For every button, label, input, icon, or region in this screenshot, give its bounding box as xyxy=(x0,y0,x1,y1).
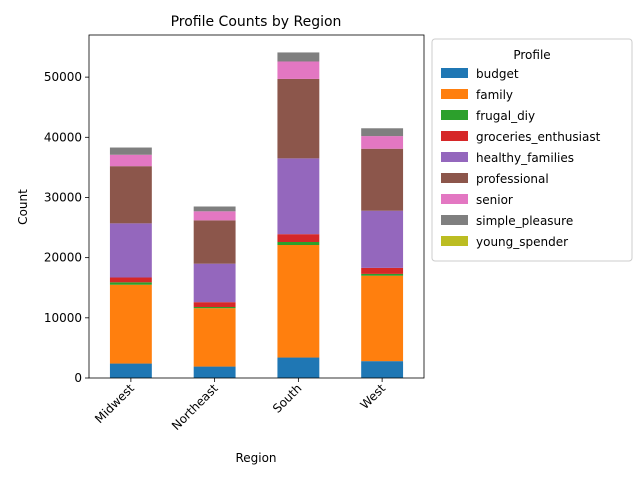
bar-segment-family-northeast xyxy=(193,308,236,367)
bar-segment-groceries_enthusiast-south xyxy=(277,234,320,242)
bar-segment-professional-south xyxy=(277,78,320,159)
y-tick-label: 20000 xyxy=(44,251,82,265)
y-tick-label: 40000 xyxy=(44,130,82,144)
bar-segment-groceries_enthusiast-northeast xyxy=(193,302,236,307)
bar-segment-simple_pleasure-midwest xyxy=(109,147,152,155)
legend-label-family: family xyxy=(476,88,513,102)
bar-segment-senior-south xyxy=(277,61,320,79)
legend-frame xyxy=(431,38,633,262)
bar-segment-budget-northeast xyxy=(193,366,236,378)
bar-segment-frugal_diy-midwest xyxy=(109,282,152,285)
legend-swatch-simple_pleasure xyxy=(441,215,468,225)
bar-segment-groceries_enthusiast-midwest xyxy=(109,277,152,283)
bar-segment-budget-midwest xyxy=(109,363,152,378)
legend-swatch-budget xyxy=(441,68,468,78)
bar-segment-family-midwest xyxy=(109,284,152,364)
legend-swatch-groceries_enthusiast xyxy=(441,131,468,141)
bar-segment-simple_pleasure-south xyxy=(277,52,320,62)
legend-title: Profile xyxy=(513,48,550,62)
bar-segment-frugal_diy-south xyxy=(277,242,320,246)
legend-swatch-healthy_families xyxy=(441,152,468,162)
legend-label-senior: senior xyxy=(476,193,513,207)
y-axis-label: Count xyxy=(16,189,30,225)
plot-frame xyxy=(88,34,425,379)
bar-segment-professional-northeast xyxy=(193,220,236,264)
y-tick-label: 30000 xyxy=(44,190,82,204)
legend-swatch-young_spender xyxy=(441,236,468,246)
bar-segment-professional-west xyxy=(361,148,404,211)
bar-segment-senior-midwest xyxy=(109,154,152,167)
x-tick-label-northeast: Northeast xyxy=(169,381,221,433)
bar-segment-senior-west xyxy=(361,136,404,149)
legend-label-budget: budget xyxy=(476,67,519,81)
x-tick-label-west: West xyxy=(357,381,388,412)
legend-swatch-professional xyxy=(441,173,468,183)
x-tick-label-south: South xyxy=(270,381,305,416)
bar-segment-family-south xyxy=(277,245,320,358)
legend-label-frugal_diy: frugal_diy xyxy=(476,109,535,123)
bar-segment-budget-west xyxy=(361,361,404,378)
legend-swatch-family xyxy=(441,89,468,99)
bar-segment-healthy_families-south xyxy=(277,158,320,235)
bar-segment-professional-midwest xyxy=(109,166,152,224)
plot-area xyxy=(109,52,404,378)
legend-label-professional: professional xyxy=(476,172,549,186)
y-tick-label: 10000 xyxy=(44,311,82,325)
x-axis-label: Region xyxy=(235,451,276,465)
bar-segment-simple_pleasure-west xyxy=(361,128,404,137)
bar-segment-groceries_enthusiast-west xyxy=(361,267,404,274)
bar-segment-budget-south xyxy=(277,357,320,378)
legend-label-young_spender: young_spender xyxy=(476,235,568,249)
bar-segment-family-west xyxy=(361,275,404,362)
y-tick-label: 50000 xyxy=(44,70,82,84)
x-tick-label-midwest: Midwest xyxy=(92,381,137,426)
y-tick-label: 0 xyxy=(74,371,82,385)
bar-segment-frugal_diy-northeast xyxy=(193,306,236,309)
legend-label-healthy_families: healthy_families xyxy=(476,151,574,165)
bar-segment-healthy_families-west xyxy=(361,210,404,268)
chart-title: Profile Counts by Region xyxy=(171,14,342,30)
legend-swatch-frugal_diy xyxy=(441,110,468,120)
bar-segment-senior-northeast xyxy=(193,211,236,221)
bar-segment-frugal_diy-west xyxy=(361,273,404,276)
legend-label-groceries_enthusiast: groceries_enthusiast xyxy=(476,130,601,144)
legend-swatch-senior xyxy=(441,194,468,204)
legend: Profile budget family frugal_diy groceries_… xyxy=(431,38,633,262)
bar-segment-simple_pleasure-northeast xyxy=(193,206,236,212)
bar-segment-healthy_families-northeast xyxy=(193,263,236,303)
bar-segment-healthy_families-midwest xyxy=(109,223,152,278)
legend-label-simple_pleasure: simple_pleasure xyxy=(476,214,573,228)
